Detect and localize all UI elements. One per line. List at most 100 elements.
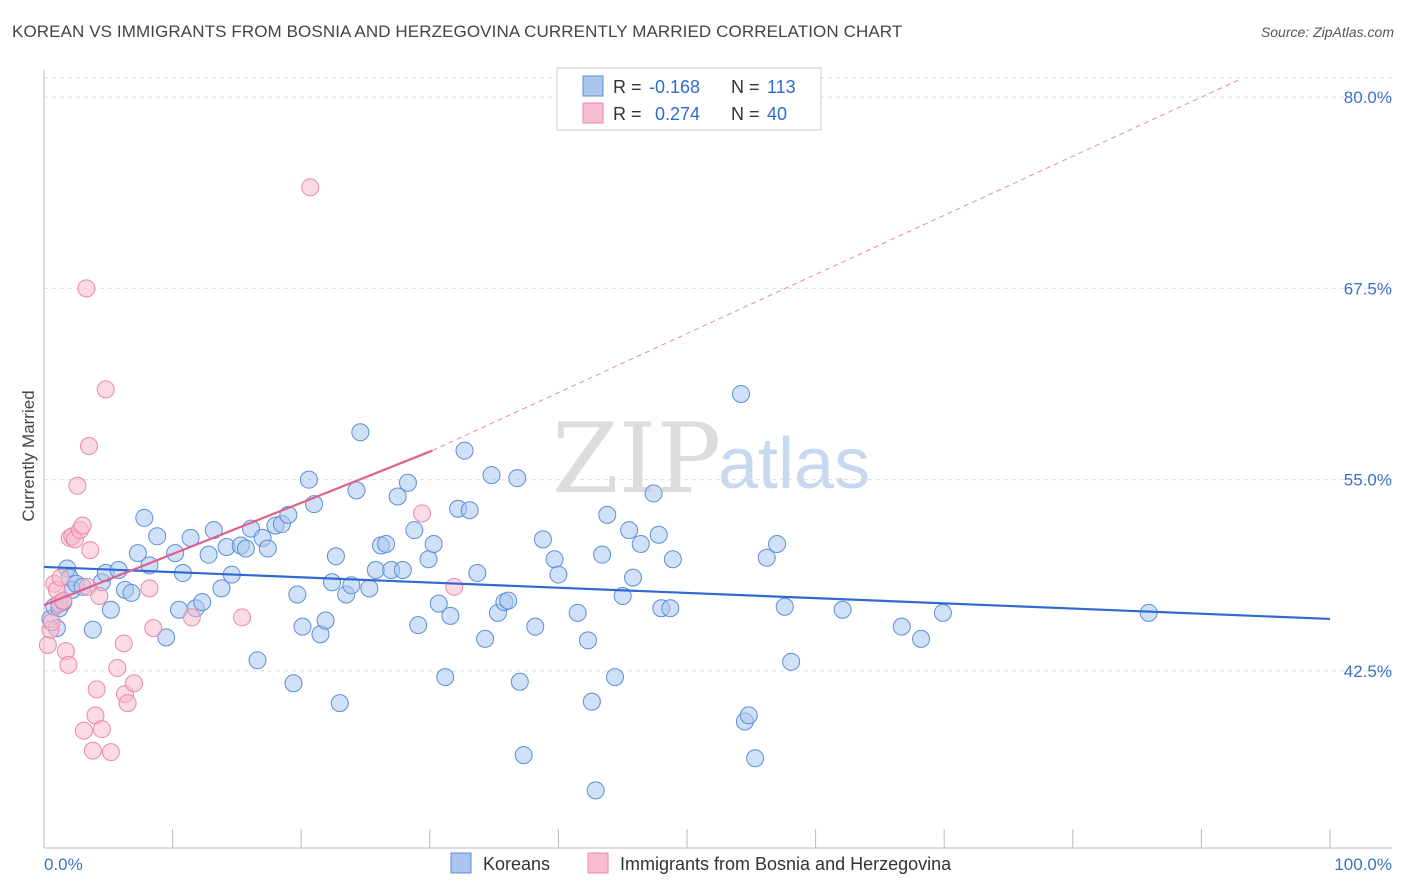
data-point (148, 527, 167, 546)
data-point (768, 534, 787, 553)
data-point (377, 534, 396, 553)
data-point (782, 652, 801, 671)
data-point (193, 593, 212, 612)
data-point (436, 668, 455, 687)
data-point (38, 635, 57, 654)
y-tick-label: 55.0% (1344, 471, 1392, 490)
data-point (746, 749, 765, 768)
data-point (108, 658, 127, 677)
stats-legend: R = -0.168 N = 113 R = 0.274 N = 40 (556, 67, 822, 131)
data-point (360, 579, 379, 598)
data-point (568, 603, 587, 622)
bottom-legend-swatch-bosnia (587, 852, 609, 874)
data-point (499, 591, 518, 610)
trendlines (43, 78, 1331, 621)
data-point (582, 692, 601, 711)
data-point (605, 668, 624, 687)
data-point (144, 619, 163, 638)
data-point (623, 568, 642, 587)
data-point (351, 423, 370, 442)
data-point (59, 655, 78, 674)
watermark: ZIP atlas (552, 403, 870, 515)
data-point (644, 484, 663, 503)
data-point (482, 466, 501, 485)
data-point (73, 516, 92, 535)
data-point (388, 487, 407, 506)
data-point (101, 743, 120, 762)
data-point (114, 634, 133, 653)
data-point (77, 279, 96, 298)
data-point (212, 579, 231, 598)
x-axis-ticks (43, 829, 1331, 848)
legend-r-label: R = (613, 77, 642, 97)
data-point (620, 521, 639, 540)
legend-n-label: N = (731, 77, 760, 97)
data-point (445, 577, 464, 596)
data-point (83, 620, 102, 639)
data-point (833, 600, 852, 619)
data-point (912, 629, 931, 648)
data-point (631, 534, 650, 553)
data-point (284, 674, 303, 693)
data-point (81, 541, 100, 560)
data-point (122, 583, 141, 602)
x-tick-label-max: 100.0% (1334, 855, 1392, 874)
data-point (393, 560, 412, 579)
data-point (87, 680, 106, 699)
data-point (101, 600, 120, 619)
y-tick-label: 42.5% (1344, 662, 1392, 681)
data-point (199, 545, 218, 564)
data-point (775, 597, 794, 616)
data-point (157, 628, 176, 647)
data-point (598, 505, 617, 524)
legend-n-value: 40 (767, 104, 787, 124)
data-point (413, 504, 432, 523)
data-point (68, 476, 87, 495)
data-point (424, 534, 443, 553)
data-point (326, 547, 345, 566)
data-point (140, 579, 159, 598)
legend-r-value: -0.168 (649, 77, 700, 97)
data-point (468, 564, 487, 583)
trendline-koreans (43, 565, 1331, 621)
data-point (409, 616, 428, 635)
data-point (299, 470, 318, 489)
data-point (342, 576, 361, 595)
source-credit: Source: ZipAtlas.com (1260, 24, 1394, 40)
data-point (578, 631, 597, 650)
watermark-zip: ZIP (552, 403, 721, 515)
data-point (316, 611, 335, 630)
data-point (118, 694, 137, 713)
chart-title: KOREAN VS IMMIGRANTS FROM BOSNIA AND HER… (12, 22, 903, 41)
data-point (236, 539, 255, 558)
data-point (248, 651, 267, 670)
data-point (661, 599, 680, 618)
data-point (233, 608, 252, 627)
legend-swatch-bosnia (582, 102, 604, 124)
x-tick-label-min: 0.0% (44, 855, 83, 874)
y-axis-title: Currently Married (19, 390, 38, 521)
data-point (545, 550, 564, 569)
data-point (593, 545, 612, 564)
data-point (366, 560, 385, 579)
legend-n-label: N = (731, 104, 760, 124)
data-point (92, 720, 111, 739)
gridlines (44, 77, 1392, 672)
trendline-bosnia (43, 449, 433, 607)
data-point (398, 473, 417, 492)
bottom-legend-swatch-koreans (450, 852, 472, 874)
data-point (83, 741, 102, 760)
data-point (323, 573, 342, 592)
data-point (42, 613, 61, 632)
data-point (125, 674, 144, 693)
data-point (663, 550, 682, 569)
data-point (757, 548, 776, 567)
trendline-bosnia-extension (432, 78, 1243, 452)
data-point (892, 617, 911, 636)
data-point (508, 469, 527, 488)
data-point (441, 606, 460, 625)
data-point (549, 565, 568, 584)
data-point (182, 608, 201, 627)
data-point (613, 586, 632, 605)
legend-r-value: 0.274 (655, 104, 700, 124)
